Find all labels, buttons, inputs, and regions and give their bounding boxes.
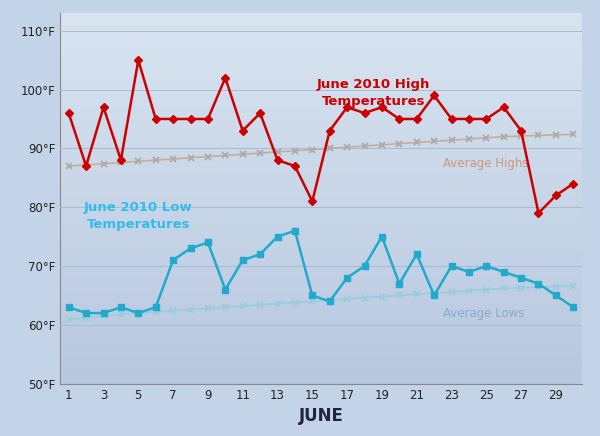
Text: Average Lows: Average Lows [443, 307, 524, 320]
X-axis label: JUNE: JUNE [299, 407, 343, 425]
Text: June 2010 High
Temperatures: June 2010 High Temperatures [317, 78, 430, 108]
Text: Average Highs: Average Highs [443, 157, 528, 170]
Text: June 2010 Low
Temperatures: June 2010 Low Temperatures [84, 201, 193, 232]
